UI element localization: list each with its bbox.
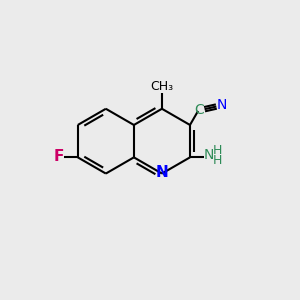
Text: H: H [212,144,222,158]
Text: C: C [195,103,204,117]
Text: N: N [204,148,214,162]
Text: H: H [212,154,222,167]
Text: F: F [53,149,64,164]
Text: N: N [216,98,227,112]
Text: N: N [156,165,168,180]
Text: CH₃: CH₃ [150,80,173,93]
